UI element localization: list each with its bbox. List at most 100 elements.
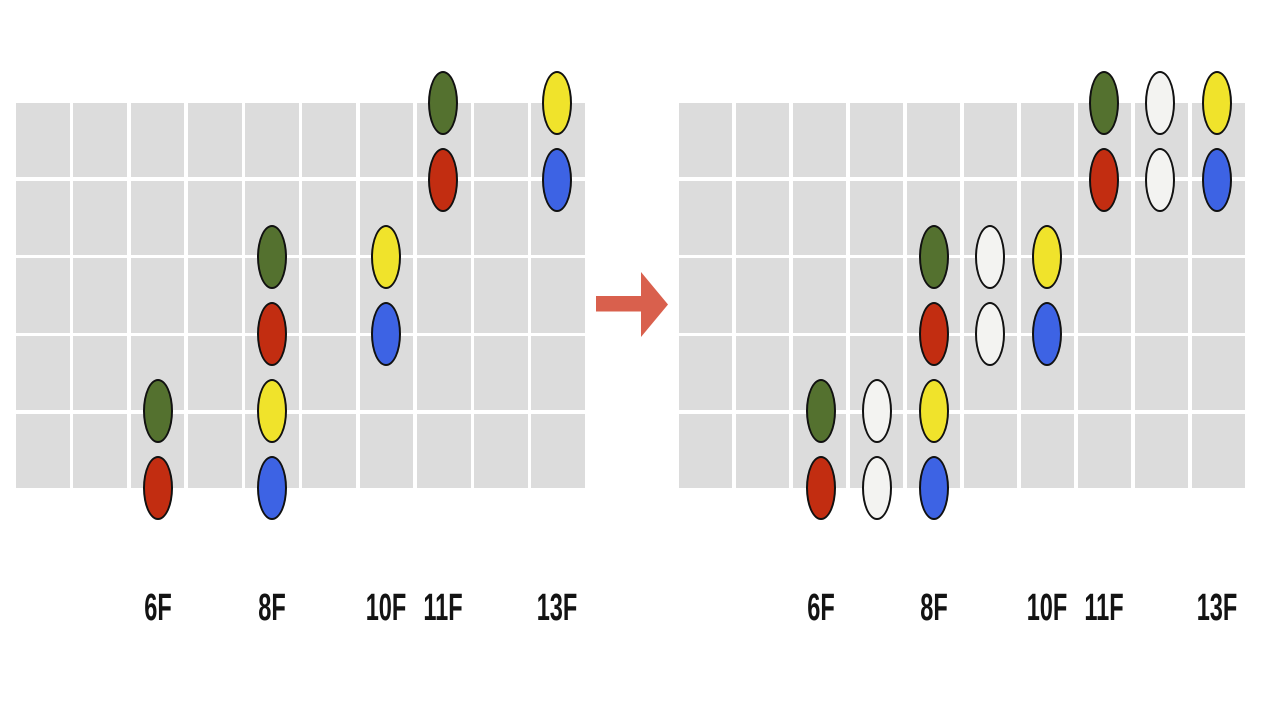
grid-cell	[416, 258, 471, 333]
grid-cell	[73, 258, 127, 333]
note-dot-green-11F-string1	[1088, 71, 1119, 135]
grid-cell	[245, 103, 299, 178]
note-dot-green-8F-string3	[257, 225, 288, 289]
grid-cell	[474, 258, 528, 333]
note-dot-yellow-13F-string1	[541, 71, 572, 135]
note-dot-blue-10F-string4	[370, 302, 401, 366]
note-dot-yellow-8F-string5	[918, 379, 949, 443]
note-dot-white-9F-string4	[975, 302, 1006, 366]
note-dot-white-12F-string2	[1145, 148, 1176, 212]
grid-cell	[792, 103, 847, 178]
grid-cell	[679, 413, 733, 488]
grid-cell	[1134, 258, 1189, 333]
grid-cell	[735, 180, 790, 255]
grid-cell	[359, 103, 414, 178]
grid-cell	[735, 413, 790, 488]
note-dot-green-11F-string1	[427, 71, 458, 135]
grid-cell	[735, 258, 790, 333]
grid-cell	[16, 336, 70, 411]
grid-cell	[1191, 413, 1245, 488]
grid-cell	[416, 413, 471, 488]
note-dot-green-6F-string5	[143, 379, 174, 443]
grid-cell	[1191, 258, 1245, 333]
grid-cell	[130, 258, 185, 333]
note-dot-green-6F-string5	[805, 379, 836, 443]
grid-cell	[906, 103, 961, 178]
note-dot-red-11F-string2	[427, 148, 458, 212]
grid-cell	[679, 336, 733, 411]
grid-cell	[531, 258, 585, 333]
note-dot-yellow-10F-string3	[1031, 225, 1062, 289]
grid-cell	[16, 103, 70, 178]
grid-cell	[1134, 413, 1189, 488]
fretboard-before	[16, 71, 585, 520]
note-dot-blue-13F-string2	[541, 148, 572, 212]
grid-cell	[792, 180, 847, 255]
fret-label-6F: 6F	[144, 587, 173, 629]
note-dot-red-8F-string4	[918, 302, 949, 366]
grid-cell	[849, 180, 904, 255]
grid-cell	[679, 258, 733, 333]
note-dot-yellow-8F-string5	[257, 379, 288, 443]
fret-label-10F: 10F	[365, 587, 407, 629]
grid-cell	[474, 336, 528, 411]
grid-cell	[735, 336, 790, 411]
grid-cell	[73, 103, 127, 178]
grid-cell	[474, 180, 528, 255]
note-dot-blue-8F-string6	[918, 456, 949, 520]
note-dot-white-12F-string1	[1145, 71, 1176, 135]
grid-cell	[1191, 336, 1245, 411]
grid-cell	[359, 413, 414, 488]
fret-label-13F: 13F	[1196, 587, 1237, 629]
grid-cell	[187, 180, 242, 255]
grid-cell	[679, 180, 733, 255]
note-dot-yellow-13F-string1	[1201, 71, 1232, 135]
fret-label-8F: 8F	[258, 587, 286, 629]
note-dot-green-8F-string3	[918, 225, 949, 289]
grid-cell	[16, 180, 70, 255]
fretboard-after	[679, 71, 1245, 520]
grid-cell	[187, 336, 242, 411]
grid-cell	[963, 103, 1018, 178]
grid-cell	[735, 103, 790, 178]
grid-cell	[1077, 413, 1132, 488]
note-dot-red-11F-string2	[1088, 148, 1119, 212]
grid-cell	[187, 258, 242, 333]
grid-cell	[302, 103, 356, 178]
grid-cell	[1020, 413, 1075, 488]
grid-cell	[187, 103, 242, 178]
grid-cell	[679, 103, 733, 178]
grid-cell	[73, 413, 127, 488]
grid-cell	[302, 180, 356, 255]
grid-cell	[531, 336, 585, 411]
grid-cell	[416, 336, 471, 411]
grid-cell	[187, 413, 242, 488]
grid-cell	[302, 258, 356, 333]
fret-label-8F: 8F	[919, 587, 948, 629]
grid-cell	[474, 413, 528, 488]
note-dot-white-9F-string3	[975, 225, 1006, 289]
grid-cell	[792, 258, 847, 333]
grid-cell	[474, 103, 528, 178]
grid-cell	[1077, 258, 1132, 333]
grid-cell	[16, 413, 70, 488]
grid-cell	[849, 258, 904, 333]
note-dot-blue-13F-string2	[1201, 148, 1232, 212]
fret-label-11F: 11F	[423, 587, 463, 629]
grid-cell	[963, 413, 1018, 488]
note-dot-red-6F-string6	[143, 456, 174, 520]
grid-cell	[531, 413, 585, 488]
grid-cell	[1077, 336, 1132, 411]
note-dot-white-7F-string5	[862, 379, 893, 443]
grid-cell	[1020, 103, 1075, 178]
right-arrow-icon	[596, 272, 668, 337]
grid-cell	[130, 180, 185, 255]
grid-cell	[1134, 336, 1189, 411]
note-dot-blue-10F-string4	[1031, 302, 1062, 366]
grid-cell	[73, 336, 127, 411]
grid-cell	[130, 103, 185, 178]
fret-label-6F: 6F	[806, 587, 835, 629]
grid-cell	[302, 336, 356, 411]
note-dot-red-8F-string4	[257, 302, 288, 366]
